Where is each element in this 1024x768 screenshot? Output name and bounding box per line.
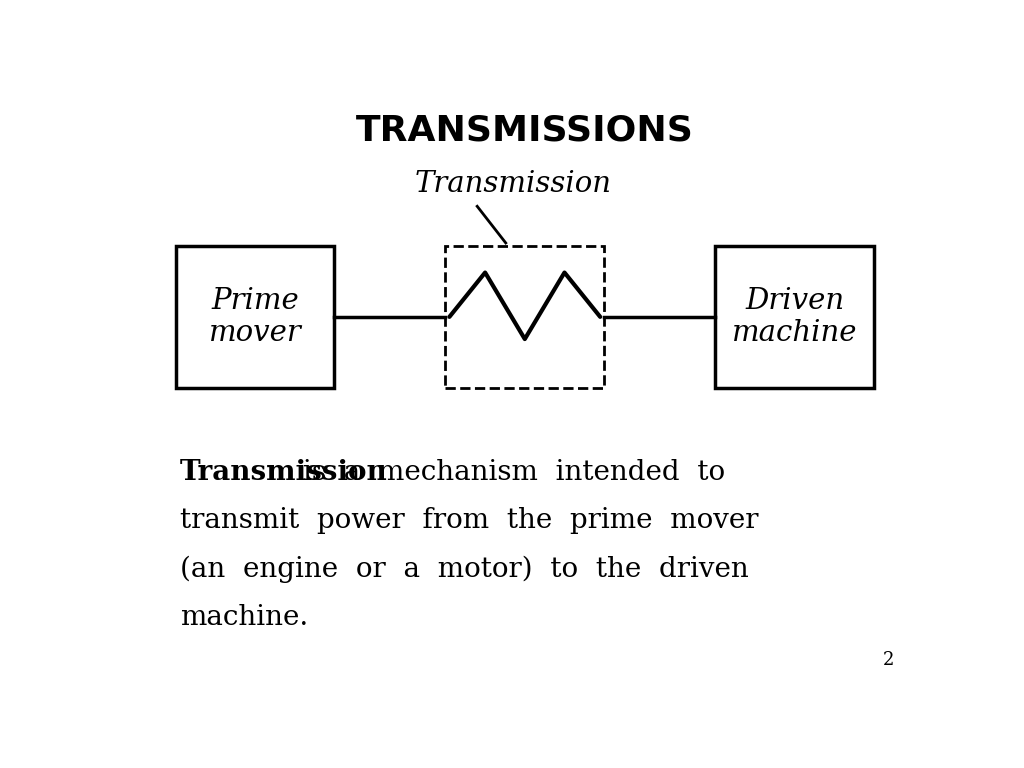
Text: 2: 2	[883, 650, 894, 669]
Bar	[715, 246, 873, 388]
Text: (an  engine  or  a  motor)  to  the  driven: (an engine or a motor) to the driven	[179, 556, 749, 583]
Text: is  a  mechanism  intended  to: is a mechanism intended to	[303, 458, 726, 486]
Text: Prime
mover: Prime mover	[209, 286, 301, 347]
Bar	[176, 246, 334, 388]
Bar	[445, 246, 604, 388]
Text: Transmission: Transmission	[415, 170, 611, 198]
Text: TRANSMISSIONS: TRANSMISSIONS	[356, 114, 693, 147]
Text: Transmission: Transmission	[179, 458, 387, 486]
Text: Driven
machine: Driven machine	[732, 286, 857, 347]
Text: transmit  power  from  the  prime  mover: transmit power from the prime mover	[179, 508, 758, 535]
Text: machine.: machine.	[179, 604, 308, 631]
